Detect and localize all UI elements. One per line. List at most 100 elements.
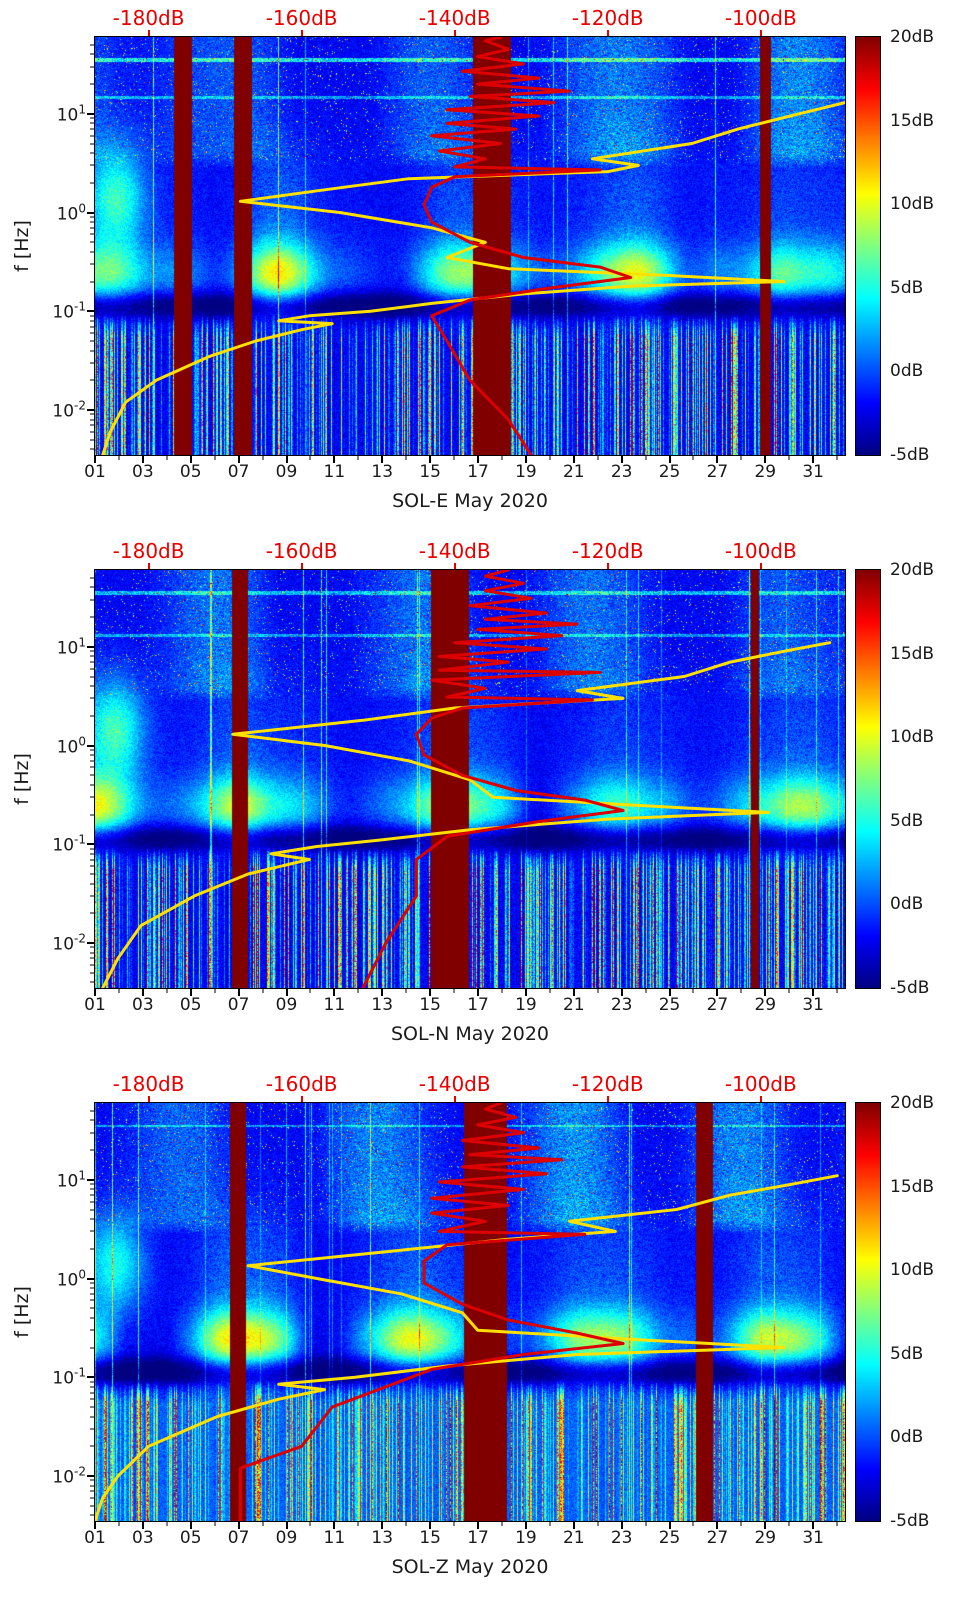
x-minor-tick xyxy=(597,456,599,460)
y-tick-label: 10-2 xyxy=(52,398,86,422)
x-minor-tick xyxy=(645,989,647,993)
x-major-tick xyxy=(620,989,623,996)
top-db-tick-label: -100dB xyxy=(724,1072,797,1096)
y-minor-tick xyxy=(90,1428,95,1430)
overlay-curves xyxy=(101,570,832,988)
y-minor-tick xyxy=(90,964,95,966)
y-minor-tick xyxy=(90,350,95,352)
y-minor-tick xyxy=(90,668,95,670)
y-minor-tick xyxy=(90,1485,95,1487)
y-minor-tick xyxy=(90,577,95,579)
top-db-tick-mark xyxy=(147,1096,150,1102)
y-tick-label: 10-1 xyxy=(52,832,86,856)
x-tick-label: 29 xyxy=(754,995,777,1015)
top-db-tick-mark xyxy=(300,30,303,36)
x-major-tick xyxy=(620,1522,623,1529)
panel-sol-n: f [Hz] SOL-N May 2020 -180dB -160dB -140dB… xyxy=(0,533,962,1066)
x-tick-label: 31 xyxy=(802,1528,824,1548)
x-major-tick xyxy=(477,456,480,463)
x-tick-label: 21 xyxy=(562,1528,585,1548)
y-minor-tick xyxy=(90,128,95,130)
y-minor-tick xyxy=(90,1132,95,1134)
x-major-tick xyxy=(285,1522,288,1529)
x-tick-label: 23 xyxy=(610,995,633,1015)
top-db-tick-label: -140dB xyxy=(418,6,491,30)
y-minor-tick xyxy=(90,774,95,776)
x-tick-label: 21 xyxy=(562,462,585,482)
x-major-tick xyxy=(333,989,336,996)
y-minor-tick xyxy=(90,586,95,588)
x-tick-label: 13 xyxy=(371,995,394,1015)
top-db-tick-label: -120dB xyxy=(571,6,644,30)
y-minor-tick xyxy=(90,439,95,441)
x-minor-tick xyxy=(549,1522,551,1526)
top-db-tick-label: -180dB xyxy=(112,539,185,563)
x-minor-tick xyxy=(357,989,359,993)
x-minor-tick xyxy=(836,456,838,460)
y-minor-tick xyxy=(90,1347,95,1349)
y-axis-label: f [Hz] xyxy=(11,1286,33,1338)
x-minor-tick xyxy=(453,1522,455,1526)
x-major-tick xyxy=(524,456,527,463)
y-minor-tick xyxy=(90,1381,95,1383)
yellow-spectrum-curve xyxy=(101,101,845,455)
x-major-tick xyxy=(572,1522,575,1529)
y-minor-tick xyxy=(90,1497,95,1499)
top-db-tick-label: -160dB xyxy=(265,6,338,30)
x-major-tick xyxy=(572,989,575,996)
x-minor-tick xyxy=(453,456,455,460)
x-minor-tick xyxy=(692,456,694,460)
y-minor-tick xyxy=(90,1307,95,1309)
y-minor-tick xyxy=(90,1119,95,1121)
x-minor-tick xyxy=(549,989,551,993)
y-minor-tick xyxy=(90,143,95,145)
y-minor-tick xyxy=(90,53,95,55)
x-minor-tick xyxy=(214,456,216,460)
x-major-tick xyxy=(668,1522,671,1529)
yellow-spectrum-curve xyxy=(101,641,832,988)
top-db-tick-mark xyxy=(147,563,150,569)
y-major-tick xyxy=(87,843,95,846)
y-tick-label: 100 xyxy=(56,1267,86,1290)
red-spectrum-curve xyxy=(361,570,625,988)
x-major-tick xyxy=(94,1522,96,1529)
x-minor-tick xyxy=(262,456,264,460)
top-db-tick-mark xyxy=(453,30,456,36)
y-minor-tick xyxy=(90,251,95,253)
x-major-tick xyxy=(668,989,671,996)
colorbar-tick-label: 10dB xyxy=(890,1260,935,1281)
y-tick-label: 10-2 xyxy=(52,1464,86,1488)
overlay-curves xyxy=(95,1103,839,1521)
x-tick-label: 15 xyxy=(419,995,441,1015)
colorbar-tick-label: 5dB xyxy=(890,1343,924,1364)
y-tick-label: 10-1 xyxy=(52,1365,86,1389)
top-db-tick-label: -120dB xyxy=(571,1072,644,1096)
y-tick-label: 101 xyxy=(56,635,86,659)
top-db-tick-label: -160dB xyxy=(265,1072,338,1096)
x-major-tick xyxy=(716,456,719,463)
y-minor-tick xyxy=(90,281,95,283)
colorbar xyxy=(855,36,881,456)
x-major-tick xyxy=(381,456,384,463)
x-minor-tick xyxy=(405,456,407,460)
x-tick-label: 09 xyxy=(275,1528,298,1548)
spectrogram-plot xyxy=(94,36,846,456)
x-minor-tick xyxy=(309,989,311,993)
x-major-tick xyxy=(237,1522,240,1529)
y-major-tick xyxy=(87,1376,95,1379)
y-minor-tick xyxy=(90,182,95,184)
x-tick-label: 27 xyxy=(706,995,729,1015)
y-minor-tick xyxy=(90,784,95,786)
x-tick-label: 01 xyxy=(84,462,106,482)
x-tick-label: 05 xyxy=(179,462,202,482)
y-minor-tick xyxy=(90,796,95,798)
colorbar xyxy=(855,569,881,989)
x-tick-label: 05 xyxy=(179,1528,202,1548)
x-minor-tick xyxy=(166,456,168,460)
x-tick-label: 25 xyxy=(658,1528,681,1548)
x-axis-label: SOL-Z May 2020 xyxy=(391,1556,549,1578)
x-tick-label: 23 xyxy=(610,462,633,482)
y-major-tick xyxy=(87,112,95,115)
x-major-tick xyxy=(524,1522,527,1529)
x-tick-label: 03 xyxy=(132,1528,154,1548)
